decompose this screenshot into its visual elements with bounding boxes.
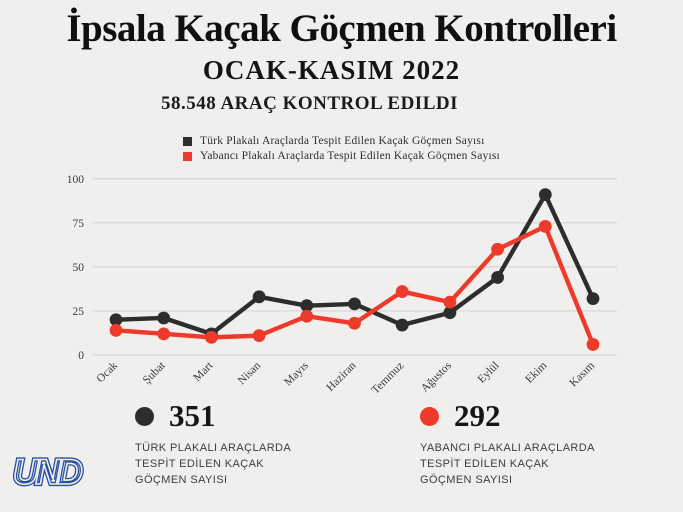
data-point-s0-6 [395,318,409,332]
data-point-s0-5 [348,297,361,311]
chart-legend: Türk Plakalı Araçlarda Tespit Edilen Kaç… [183,135,500,162]
und-logo-text-outer: UND [13,453,83,492]
line-chart-svg: 0 25 50 75 100 Ocak Şubat Mart Nisan Mayıs Haziran… [67,174,617,397]
stat-turk-total: 351 TÜRK PLAKALI ARAÇLARDA TESPİT EDİLEN… [135,398,365,488]
data-point-s1-3 [252,329,266,343]
x-tick-label-0: Ocak [94,359,120,385]
y-tick-label-50: 50 [73,262,85,274]
black-dot-icon [135,406,154,426]
data-point-s1-1 [157,327,171,341]
data-point-s1-8 [491,242,504,256]
data-point-s0-9 [538,188,552,202]
x-tick-label-8: Eylül [476,360,502,386]
stat-yabanci-desc: YABANCI PLAKALI ARAÇLARDA TESPİT EDİLEN … [420,440,650,488]
stat-yabanci-total: 292 YABANCI PLAKALI ARAÇLARDA TESPİT EDİ… [420,398,650,488]
data-point-s0-8 [491,271,504,284]
line-chart: 0 25 50 75 100 Ocak Şubat Mart Nisan Mayıs Haziran… [0,165,683,405]
data-point-s1-7 [443,295,457,309]
red-dot-icon [420,406,439,426]
stat-yabanci-desc-line1: YABANCI PLAKALI ARAÇLARDA [420,442,595,454]
legend-swatch-black [183,136,192,146]
data-point-s0-0 [109,313,123,327]
legend-item-yabanci: Yabancı Plakalı Araçlarda Tespit Edilen … [183,150,500,162]
legend-label-turk: Türk Plakalı Araçlarda Tespit Edilen Kaç… [200,135,485,147]
stat-turk-value: 351 [169,398,216,433]
y-tick-label-0: 0 [78,350,84,362]
stat-turk-desc-line1: TÜRK PLAKALI ARAÇLARDA [135,442,292,454]
x-tick-label-4: Mayıs [282,359,311,388]
data-point-s0-1 [157,311,171,325]
subtitle-date-range: OCAK-KASIM 2022 [202,55,461,85]
x-tick-label-9: Ekim [523,360,549,386]
stat-turk-desc: TÜRK PLAKALI ARAÇLARDA TESPİT EDİLEN KAÇ… [135,440,365,488]
data-point-s0-10 [586,292,600,305]
legend-item-turk: Türk Plakalı Araçlarda Tespit Edilen Kaç… [183,135,500,147]
x-tick-label-5: Haziran [324,359,358,393]
data-point-s1-2 [205,330,218,344]
data-point-s1-4 [300,309,314,323]
y-tick-label-100: 100 [67,174,85,186]
legend-label-yabanci: Yabancı Plakalı Araçlarda Tespit Edilen … [200,150,500,162]
stat-yabanci-desc-line2: TESPİT EDİLEN KAÇAK [420,458,550,470]
data-point-s1-5 [348,316,361,330]
y-tick-label-25: 25 [73,306,85,318]
data-point-s1-0 [109,323,123,337]
data-point-s0-3 [252,290,266,304]
data-point-s1-6 [395,285,409,298]
data-point-s0-4 [300,299,314,313]
und-logo-icon: UND UND [11,451,86,494]
x-tick-label-6: Temmuz [369,360,406,397]
data-point-s1-10 [586,338,600,351]
y-tick-label-75: 75 [73,218,85,230]
stat-turk-desc-line2: TESPİT EDİLEN KAÇAK [135,458,265,470]
stat-turk-head: 351 [135,398,365,433]
stat-yabanci-value: 292 [454,398,501,433]
vehicles-checked-count: 58.548 ARAÇ KONTROL EDILDI [161,93,458,114]
stat-yabanci-head: 292 [420,398,650,433]
stat-turk-desc-line3: GÖÇMEN SAYISI [135,474,228,486]
x-tick-label-3: Nisan [236,359,264,387]
x-tick-label-7: Ağustos [419,359,455,395]
legend-swatch-red [183,151,192,161]
page-title: İpsala Kaçak Göçmen Kontrolleri [66,7,617,50]
data-point-s1-9 [538,219,552,233]
data-point-s0-7 [443,306,457,320]
x-tick-label-10: Kasım [567,360,597,390]
x-tick-label-1: Şubat [141,359,169,387]
x-tick-label-2: Mart [191,359,216,384]
stat-yabanci-desc-line3: GÖÇMEN SAYISI [420,474,513,486]
series-line-0 [113,192,596,337]
und-logo-text-inner: UND [13,453,83,492]
